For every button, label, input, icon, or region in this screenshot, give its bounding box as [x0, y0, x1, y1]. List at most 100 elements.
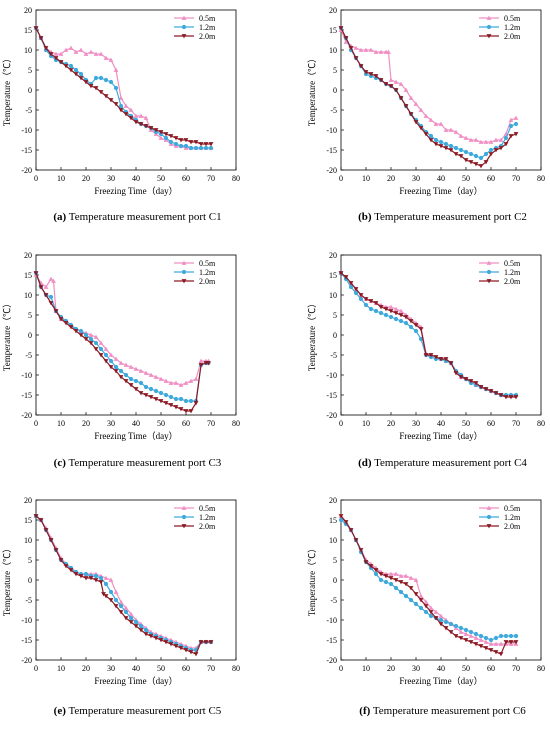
data-point — [398, 81, 404, 86]
data-point — [143, 393, 149, 398]
legend-label: 0.5m — [504, 504, 521, 513]
series-line — [340, 29, 517, 143]
legend-label: 0.5m — [199, 504, 216, 513]
data-point — [53, 51, 59, 56]
data-point — [88, 84, 94, 89]
data-point — [393, 578, 399, 583]
data-point — [423, 353, 429, 358]
y-tick-label: -20 — [21, 656, 32, 665]
y-tick-label: -20 — [21, 166, 32, 175]
data-point — [343, 520, 349, 525]
y-tick-label: 10 — [329, 46, 337, 55]
legend-label: 0.5m — [199, 14, 216, 23]
data-point — [43, 284, 49, 289]
data-point — [118, 599, 124, 604]
data-point — [508, 117, 514, 122]
series-line — [35, 27, 211, 145]
data-point — [133, 619, 139, 625]
data-point — [128, 383, 134, 388]
x-tick-label: 80 — [232, 174, 240, 183]
data-point — [173, 136, 179, 141]
x-tick-label: 70 — [512, 174, 520, 183]
data-point — [118, 375, 124, 380]
data-point — [448, 361, 454, 366]
legend: 0.5m1.2m2.0m — [479, 259, 521, 286]
data-point — [453, 152, 459, 157]
data-point — [143, 632, 149, 637]
x-tick-label: 20 — [387, 419, 395, 428]
data-point — [358, 47, 364, 52]
x-tick-label: 30 — [107, 174, 115, 183]
chart-panel-1: -20 -15 -10 -5 0 5 10 15 20 0 10 20 30 40 50 60 70 80 Free… — [0, 0, 275, 240]
y-tick-label: -15 — [21, 146, 32, 155]
data-point — [168, 134, 174, 139]
data-point — [58, 558, 64, 563]
data-point — [418, 593, 424, 598]
data-point — [393, 585, 399, 591]
data-point — [158, 390, 164, 396]
y-tick-label: 15 — [329, 26, 337, 35]
data-point — [378, 572, 384, 577]
data-point — [408, 575, 414, 580]
y-tick-label: 5 — [28, 66, 32, 75]
series-line — [340, 515, 516, 645]
data-point — [458, 629, 464, 634]
series-2.0m — [338, 26, 519, 169]
series-line — [35, 27, 211, 149]
data-point — [398, 589, 404, 595]
data-point — [463, 627, 469, 633]
data-point — [178, 646, 184, 651]
data-point — [513, 633, 519, 639]
data-point — [443, 619, 449, 625]
y-tick-label: 15 — [329, 271, 337, 280]
data-point — [88, 332, 94, 337]
x-tick-label: 20 — [387, 664, 395, 673]
x-tick-label: 40 — [132, 174, 140, 183]
y-tick-label: 10 — [329, 291, 337, 300]
data-point — [448, 148, 454, 153]
chart-caption: (a) Temperature measurement port C1 — [0, 211, 275, 223]
data-point — [128, 611, 134, 616]
data-point — [123, 103, 129, 108]
y-tick-label: 0 — [28, 86, 32, 95]
data-point — [73, 49, 79, 54]
data-point — [83, 576, 89, 581]
x-tick-label: 0 — [339, 419, 343, 428]
series-2.0m — [33, 271, 211, 414]
legend-label: 2.0m — [504, 522, 521, 531]
caption-text: Temperature measurement port C6 — [370, 705, 526, 717]
data-point — [413, 328, 419, 334]
data-point — [93, 51, 99, 56]
data-point — [143, 124, 149, 129]
y-tick-label: -5 — [330, 596, 337, 605]
data-point — [198, 358, 204, 363]
data-point — [93, 573, 99, 579]
x-tick-label: 30 — [412, 419, 420, 428]
data-point — [138, 628, 144, 633]
data-point — [413, 120, 419, 125]
data-point — [363, 70, 369, 75]
x-tick-label: 80 — [537, 664, 545, 673]
y-tick-label: 0 — [333, 86, 337, 95]
x-tick-label: 0 — [34, 174, 38, 183]
x-tick-label: 50 — [157, 664, 165, 673]
data-point — [443, 127, 449, 132]
data-point — [138, 623, 144, 629]
data-point — [493, 137, 499, 142]
data-point — [358, 64, 364, 69]
data-point — [388, 571, 394, 576]
data-point — [368, 299, 374, 304]
x-tick-label: 0 — [339, 664, 343, 673]
data-point — [423, 609, 429, 615]
data-point — [378, 49, 384, 54]
data-point — [513, 121, 519, 127]
chart-caption: (d) Temperature measurement port C4 — [305, 457, 550, 469]
data-point — [93, 340, 99, 346]
data-point — [93, 334, 99, 339]
data-point — [413, 577, 419, 582]
caption-label: (f) — [359, 705, 371, 717]
data-point — [488, 637, 494, 643]
series-2.0m — [33, 514, 214, 657]
data-point — [403, 87, 409, 92]
data-point — [398, 313, 404, 318]
